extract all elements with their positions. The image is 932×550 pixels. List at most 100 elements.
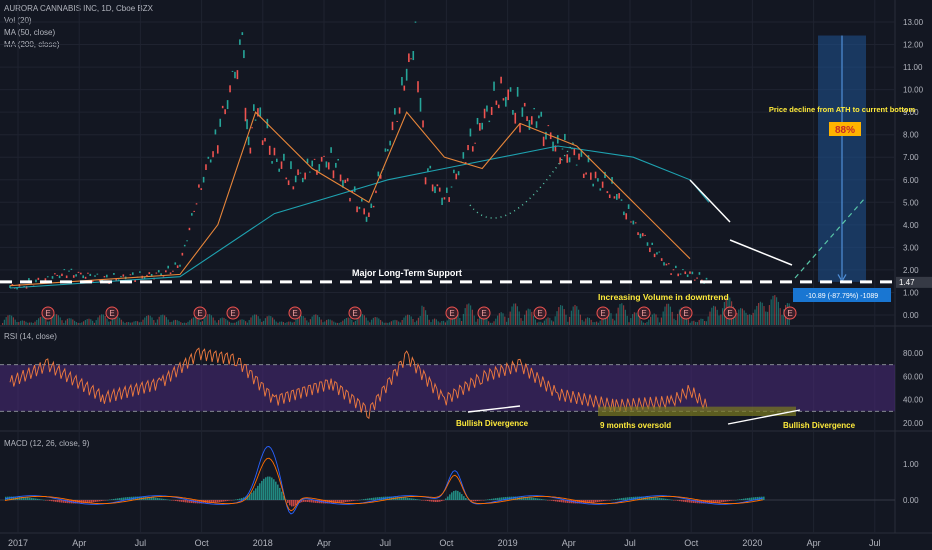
- macd-histogram-bar: [485, 499, 487, 501]
- macd-histogram-bar: [51, 500, 53, 502]
- macd-histogram-bar: [223, 500, 225, 502]
- volume-bar: [677, 313, 679, 325]
- volume-bar: [232, 322, 234, 325]
- volume-bar: [614, 320, 616, 325]
- price-candle: [84, 276, 87, 279]
- volume-bar: [48, 321, 50, 325]
- volume-bar: [678, 309, 680, 325]
- macd-histogram-bar: [459, 492, 461, 500]
- y-tick-label: 4.00: [903, 221, 919, 230]
- volume-bar: [342, 320, 344, 325]
- rsi-tick-label: 60.00: [903, 372, 924, 381]
- macd-histogram-bar: [423, 500, 425, 501]
- macd-histogram-bar: [401, 497, 403, 500]
- macd-histogram-bar: [601, 500, 603, 502]
- volume-bar: [219, 318, 221, 325]
- price-candle: [667, 263, 670, 265]
- macd-histogram-bar: [117, 498, 119, 500]
- volume-bar: [173, 320, 175, 325]
- volume-bar: [516, 306, 518, 325]
- macd-histogram-bar: [303, 500, 305, 502]
- volume-bar: [390, 321, 392, 325]
- macd-histogram-bar: [731, 500, 733, 501]
- price-candle: [231, 70, 234, 72]
- price-candle: [70, 268, 73, 270]
- macd-histogram-bar: [27, 497, 29, 500]
- price-candle: [306, 158, 309, 164]
- volume-bar: [380, 320, 382, 325]
- volume-bar: [137, 321, 139, 325]
- volume-bar: [90, 319, 92, 325]
- price-candle: [96, 273, 99, 275]
- macd-histogram-bar: [107, 499, 109, 501]
- macd-histogram-bar: [315, 500, 317, 503]
- volume-bar: [203, 318, 205, 325]
- earnings-label: E: [45, 309, 50, 318]
- earnings-marker: [348, 306, 362, 320]
- price-candle: [424, 177, 427, 185]
- price-candle: [620, 199, 623, 201]
- macd-histogram-bar: [507, 496, 509, 500]
- volume-bar: [497, 315, 499, 325]
- volume-bar: [97, 317, 99, 325]
- volume-bar: [540, 321, 542, 325]
- price-candle: [450, 186, 453, 188]
- price-candle: [467, 144, 469, 151]
- volume-bar: [700, 318, 702, 325]
- price-candle: [658, 251, 661, 253]
- price-candle: [523, 102, 526, 107]
- volume-bar: [21, 320, 23, 325]
- volume-bar: [477, 318, 479, 325]
- macd-histogram-bar: [569, 500, 571, 504]
- macd-histogram-bar: [53, 500, 55, 502]
- volume-bar: [398, 321, 400, 325]
- volume-bar: [50, 318, 52, 325]
- macd-histogram-bar: [253, 490, 255, 500]
- y-tick-label: 11.00: [903, 63, 923, 72]
- price-candle: [241, 32, 244, 36]
- volume-bar: [761, 302, 763, 325]
- price-candle: [561, 148, 564, 150]
- volume-bar: [434, 318, 436, 325]
- price-candle: [339, 174, 342, 182]
- volume-bar: [183, 322, 185, 325]
- volume-bar: [410, 316, 412, 325]
- volume-bar: [549, 317, 551, 325]
- macd-histogram-bar: [293, 500, 295, 507]
- price-candle: [181, 252, 184, 256]
- macd-histogram-bar: [173, 500, 175, 501]
- macd-histogram-bar: [351, 500, 353, 502]
- volume-bar: [470, 305, 472, 325]
- volume-bar: [84, 320, 86, 325]
- volume-bar: [754, 309, 756, 325]
- volume-bar: [63, 322, 65, 325]
- macd-histogram-bar: [389, 496, 391, 500]
- macd-histogram-bar: [377, 497, 379, 500]
- volume-bar: [707, 316, 709, 325]
- macd-histogram-bar: [227, 500, 229, 501]
- volume-bar: [246, 322, 248, 325]
- volume-bar: [185, 322, 187, 325]
- x-tick-label: Apr: [72, 538, 86, 548]
- macd-histogram-bar: [257, 485, 259, 500]
- volume-bar: [210, 315, 212, 325]
- macd-histogram-bar: [539, 498, 541, 500]
- volume-bar: [435, 319, 437, 325]
- macd-tick-label: 1.00: [903, 460, 919, 469]
- price-candle: [375, 190, 377, 194]
- volume-bar: [507, 317, 509, 325]
- earnings-marker: [193, 306, 207, 320]
- price-candle: [65, 275, 68, 279]
- macd-histogram-bar: [273, 479, 275, 500]
- y-tick-label: 9.00: [903, 108, 919, 117]
- macd-histogram-bar: [425, 500, 427, 501]
- macd-histogram-bar: [325, 500, 327, 504]
- volume-bar: [259, 318, 261, 325]
- price-candle: [507, 89, 509, 101]
- price-candle: [313, 158, 316, 160]
- price-candle: [212, 151, 214, 158]
- y-tick-label: 6.00: [903, 176, 919, 185]
- macd-histogram-bar: [151, 497, 153, 500]
- price-candle: [244, 107, 247, 122]
